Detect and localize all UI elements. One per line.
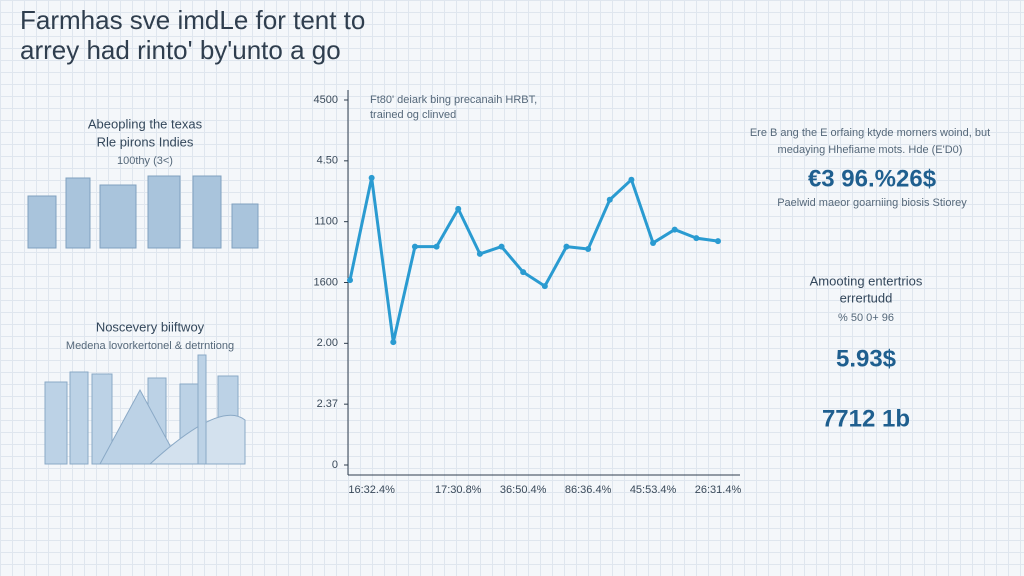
- panel-caption: Medena lovorkertonel & detrntiong: [66, 340, 234, 352]
- x-tick-label: 36:50.4%: [500, 484, 547, 496]
- stat: €3 96.%26$: [808, 165, 937, 192]
- point: [628, 176, 635, 183]
- point: [650, 239, 657, 246]
- point: [411, 243, 418, 250]
- x-tick-label: 86:36.4%: [565, 484, 612, 496]
- x-tick-label: 17:30.8%: [435, 484, 482, 496]
- y-tick-label: 2.37: [317, 398, 338, 410]
- heading: Amooting entertrios: [810, 273, 923, 288]
- point: [476, 250, 483, 257]
- y-tick-label: 2.00: [317, 337, 338, 349]
- chart-subtitle: trained og clinved: [370, 109, 456, 121]
- panel-title: Noscevery biiftwoy: [96, 319, 205, 334]
- stat-caption: Paelwid maeor goarniing biosis Stiorey: [777, 197, 967, 209]
- point: [606, 196, 613, 203]
- panel-title: Abeopling the texas: [88, 116, 203, 131]
- point: [433, 243, 440, 250]
- point: [520, 269, 527, 276]
- title: Farmhas sve imdLe for tent to: [20, 5, 365, 35]
- point: [390, 339, 397, 346]
- skyline: [27, 175, 259, 249]
- y-tick-label: 0: [332, 459, 338, 471]
- point: [715, 238, 721, 245]
- point: [563, 243, 570, 250]
- y-tick-label: 4500: [314, 94, 338, 106]
- point: [455, 205, 462, 212]
- point: [347, 277, 353, 284]
- sub: % 50 0+ 96: [838, 312, 894, 324]
- y-tick-label: 1100: [314, 216, 338, 228]
- heading: errertudd: [840, 290, 893, 305]
- x-tick-label: 16:32.4%: [348, 484, 395, 496]
- x-tick-label: 45:53.4%: [630, 484, 677, 496]
- panel-caption: 100thy (3<): [117, 155, 173, 167]
- note: medaying Hhefiame mots. Hde (E'D0): [778, 144, 963, 156]
- stat: 7712 1b: [822, 405, 910, 432]
- note: Ere B ang the E orfaing ktyde morners wo…: [750, 127, 990, 139]
- point: [498, 243, 505, 250]
- stat: 5.93$: [836, 345, 897, 372]
- y-tick-label: 1600: [314, 276, 338, 288]
- point: [693, 235, 700, 242]
- point: [368, 174, 375, 181]
- panel-title: Rle pirons Indies: [97, 134, 194, 149]
- line: [348, 176, 719, 344]
- point: [585, 246, 592, 253]
- chart-subtitle: Ft80' deiark bing precanaih HRBT,: [370, 94, 537, 106]
- point: [541, 283, 548, 290]
- plot: 4500 4.50 1100 1600 2.00 2.37 0 16:32.4% 17:30.8…: [314, 94, 742, 496]
- x-tick-label: 26:31.4%: [695, 484, 742, 496]
- y-tick-label: 4.50: [317, 155, 338, 167]
- point: [671, 226, 678, 233]
- title: arrey had rinto' by'unto a go: [20, 35, 341, 65]
- skyline: [44, 354, 246, 465]
